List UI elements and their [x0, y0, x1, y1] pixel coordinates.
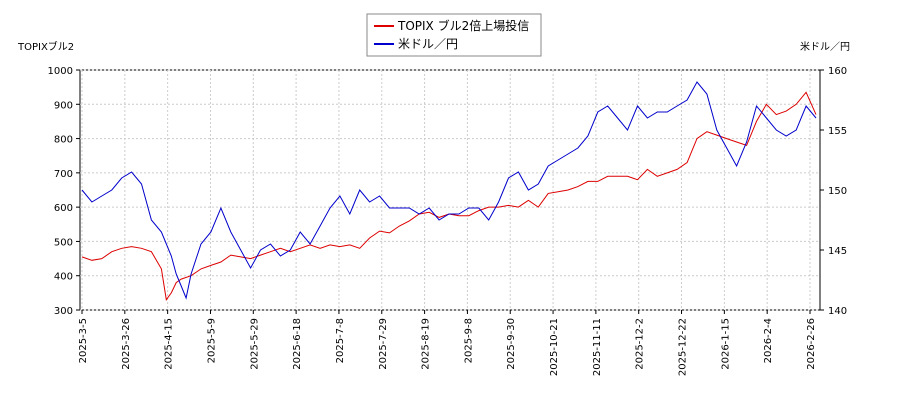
series-line-usdjpy	[81, 81, 817, 300]
left-y-tick-label: 800	[54, 135, 73, 146]
series-line-topix	[81, 91, 817, 301]
right-y-tick-label: 160	[828, 66, 847, 77]
x-tick-label: 2025-11-11	[592, 318, 603, 376]
legend-label-usdjpy: 米ドル／円	[398, 37, 458, 51]
x-tick-label: 2025-4-15	[164, 318, 175, 370]
left-y-tick-label: 300	[54, 306, 73, 317]
right-y-tick-label: 150	[828, 186, 847, 197]
x-tick-label: 2025-8-19	[421, 318, 432, 370]
right-y-tick-label: 145	[828, 246, 847, 257]
x-tick-label: 2025-6-18	[292, 318, 303, 370]
x-tick-label: 2025-7-29	[378, 318, 389, 370]
left-y-tick-label: 600	[54, 203, 73, 214]
x-tick-label: 2026-1-15	[720, 318, 731, 370]
left-y-tick-label: 500	[54, 237, 73, 248]
right-axis-title: 米ドル／円	[800, 40, 850, 53]
right-y-tick-label: 155	[828, 126, 847, 137]
left-y-tick-label: 400	[54, 272, 73, 283]
left-axis-title: TOPIXブル2	[17, 40, 74, 53]
plot-background	[79, 69, 821, 311]
x-tick-label: 2025-9-8	[463, 318, 474, 363]
left-y-tick-label: 700	[54, 169, 73, 180]
x-tick-label: 2025-9-30	[506, 318, 517, 370]
x-tick-label: 2025-10-21	[549, 318, 560, 376]
legend-label-topix: TOPIX ブル2倍上場投信	[397, 18, 529, 33]
x-tick-label: 2025-12-22	[678, 318, 689, 376]
x-tick-label: 2025-3-5	[78, 318, 89, 363]
axes: 2025-3-5 2025-3-26 2025-4-15 2025-5-9 2025-5…	[48, 66, 848, 376]
left-y-tick-label: 900	[54, 100, 73, 111]
x-tick-label: 2025-12-2	[635, 318, 646, 370]
x-tick-label: 2026-2-26	[806, 318, 817, 370]
left-y-tick-label: 1000	[48, 66, 73, 77]
series-lines	[81, 81, 817, 301]
x-tick-label: 2025-5-29	[249, 318, 260, 370]
x-tick-label: 2025-5-9	[206, 318, 217, 363]
x-tick-label: 2026-2-4	[763, 318, 774, 363]
x-tick-label: 2025-7-8	[335, 318, 346, 363]
x-tick-label: 2025-3-26	[121, 318, 132, 370]
legend: TOPIX ブル2倍上場投信 米ドル／円	[366, 13, 542, 57]
legend-box	[366, 13, 542, 57]
right-y-tick-label: 140	[828, 306, 847, 317]
